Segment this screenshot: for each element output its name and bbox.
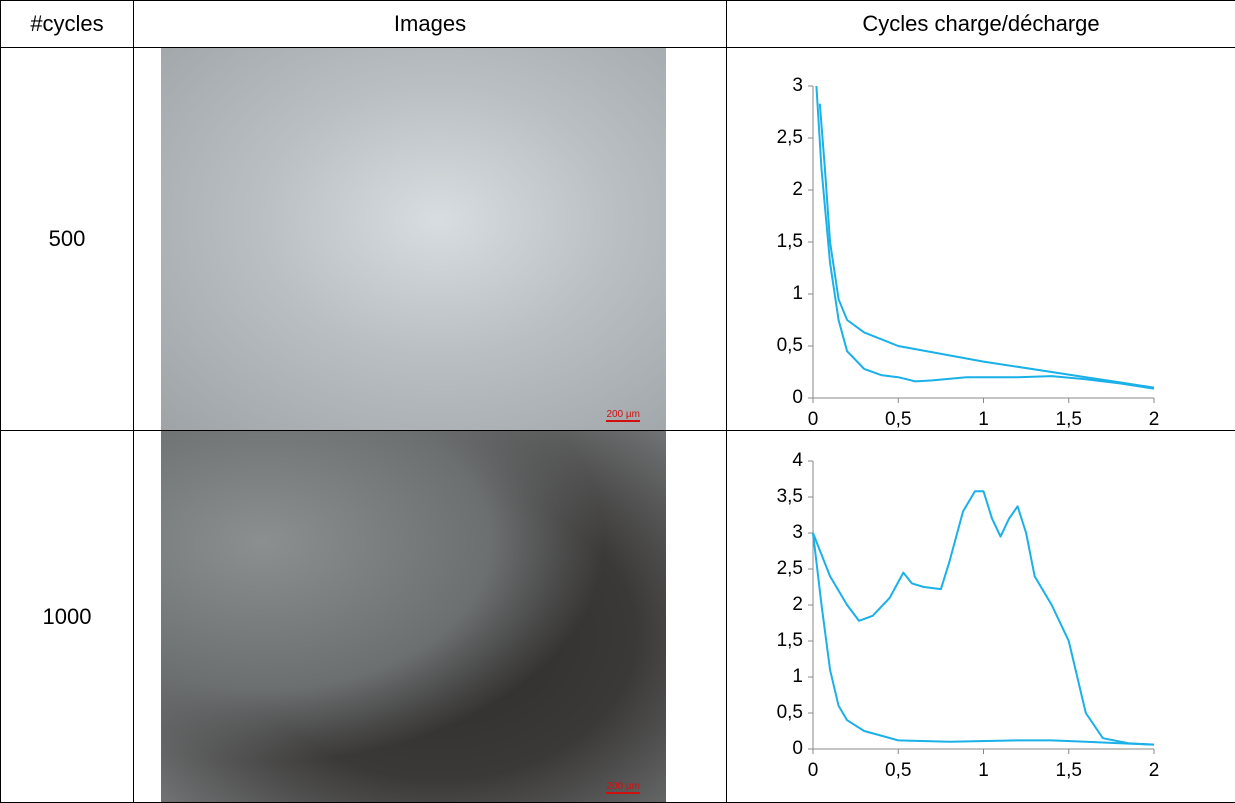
row: 1000 200 µm 0 0,5 1 1,5 2 2,5 3 3,5 4 0 0,5 1 1,5 2: [0, 430, 1235, 803]
y-tick-label: 0: [792, 738, 803, 759]
micrograph: 200 µm: [161, 431, 666, 802]
image-cell: 200 µm: [133, 47, 727, 431]
x-tick-label: 0: [808, 409, 819, 430]
header-cell: #cycles: [0, 0, 134, 48]
chart: 0 0,5 1 1,5 2 2,5 3 0 0,5 1 1,5 2: [777, 75, 1160, 430]
y-tick-label: 1,5: [777, 630, 803, 651]
data-line: [815, 85, 1155, 390]
y-tick-label: 0,5: [777, 702, 803, 723]
y-tick-label: 2,5: [777, 127, 803, 148]
x-tick-label: 0,5: [885, 760, 911, 781]
row: 500 200 µm 0 0,5 1 1,5 2 2,5 3 0 0,5 1 1,5 2: [0, 47, 1235, 431]
y-tick-label: 1: [792, 283, 803, 304]
x-tick-label: 2: [1149, 409, 1160, 430]
y-tick-label: 2: [792, 594, 803, 615]
data-line: [812, 490, 1155, 746]
y-tick-label: 3: [792, 75, 803, 96]
header-cell: Images: [133, 0, 727, 48]
y-tick-label: 1: [792, 666, 803, 687]
y-tick-label: 1,5: [777, 231, 803, 252]
chart: 0 0,5 1 1,5 2 2,5 3 3,5 4 0 0,5 1 1,5 2: [777, 450, 1160, 781]
x-tick-label: 0: [808, 760, 819, 781]
image-cell: 200 µm: [133, 430, 727, 803]
chart-cell: 0 0,5 1 1,5 2 2,5 3 3,5 4 0 0,5 1 1,5 2: [726, 430, 1235, 803]
cycles-cell: 500: [0, 47, 134, 431]
data-line: [812, 532, 1155, 746]
x-tick-label: 2: [1149, 760, 1160, 781]
scale-bar: 200 µm: [606, 781, 640, 794]
micrograph: 200 µm: [161, 48, 666, 430]
y-tick-label: 2: [792, 179, 803, 200]
y-tick-label: 0,5: [777, 335, 803, 356]
x-tick-label: 1,5: [1056, 760, 1082, 781]
scale-bar: 200 µm: [606, 409, 640, 422]
header-row: #cycles Images Cycles charge/décharge: [0, 0, 1235, 48]
y-tick-label: 2,5: [777, 558, 803, 579]
header-cell: Cycles charge/décharge: [726, 0, 1235, 48]
x-tick-label: 1: [978, 760, 989, 781]
y-tick-label: 4: [792, 450, 803, 471]
y-tick-label: 3: [792, 522, 803, 543]
chart-cell: 0 0,5 1 1,5 2 2,5 3 0 0,5 1 1,5 2: [726, 47, 1235, 431]
x-tick-label: 1: [978, 409, 989, 430]
cycles-cell: 1000: [0, 430, 134, 803]
y-tick-label: 3,5: [777, 486, 803, 507]
x-tick-label: 1,5: [1056, 409, 1082, 430]
x-tick-label: 0,5: [885, 409, 911, 430]
y-tick-label: 0: [792, 387, 803, 408]
data-line: [818, 103, 1155, 389]
